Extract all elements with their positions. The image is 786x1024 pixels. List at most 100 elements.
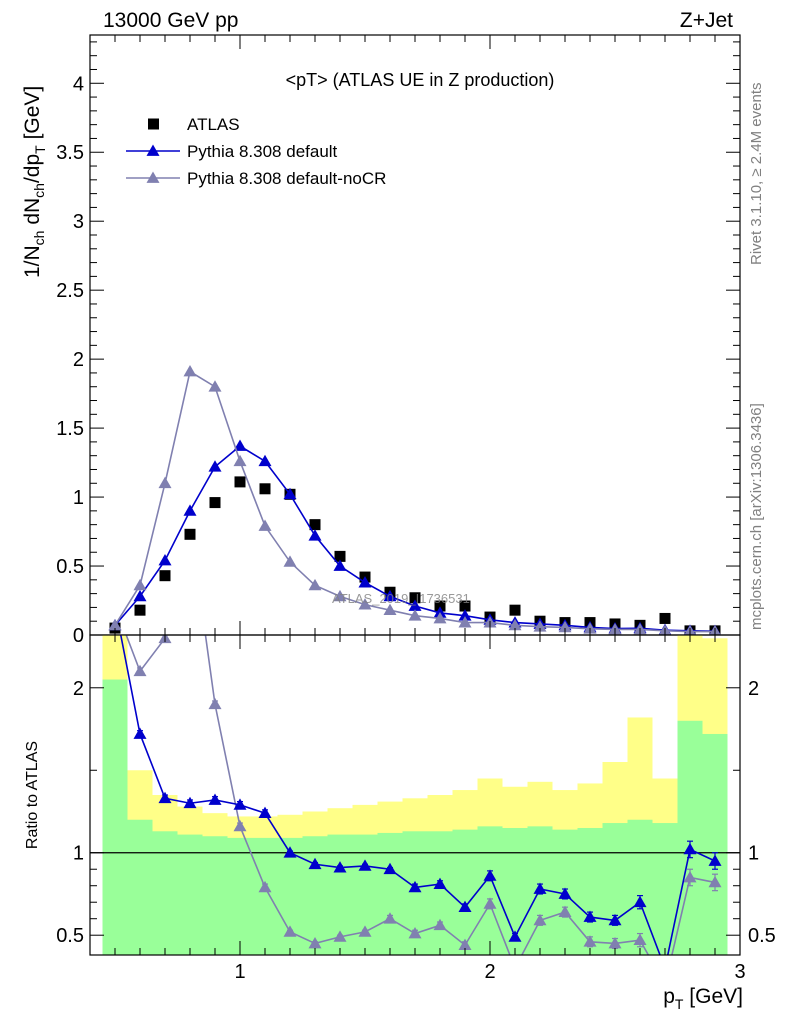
y-axis-label-bottom: Ratio to ATLAS — [24, 741, 41, 849]
data-point-atlas — [509, 604, 521, 616]
ratio-point — [583, 935, 597, 947]
data-point-mc — [108, 618, 122, 631]
data-point-mc — [233, 439, 247, 451]
data-point-atlas — [309, 519, 321, 531]
data-point-atlas — [234, 476, 246, 488]
uncertainty-band-bin — [177, 834, 203, 955]
ratio-point — [683, 842, 697, 855]
data-point-mc — [133, 589, 147, 602]
ratio-point — [458, 900, 472, 913]
ratio-point — [333, 861, 347, 873]
y-tick-label: 3 — [73, 211, 84, 233]
ratio-point — [233, 819, 247, 832]
top-series — [108, 365, 721, 635]
ratio-point — [133, 727, 147, 739]
data-point-atlas — [159, 570, 171, 582]
data-point-mc — [533, 620, 547, 632]
uncertainty-band-bin — [377, 832, 403, 955]
ratio-y-tick-label-right: 0.5 — [748, 925, 776, 947]
ratio-point — [109, 599, 122, 610]
data-point-mc — [308, 578, 322, 591]
ratio-point — [483, 897, 497, 909]
data-point-mc — [308, 529, 322, 541]
ratio-point — [533, 882, 547, 894]
side-label-top: Rivet 3.1.10, ≥ 2.4M events — [748, 83, 765, 266]
legend-label: Pythia 8.308 default-noCR — [187, 169, 386, 188]
data-point-mc — [283, 555, 297, 567]
ratio-y-tick-label: 2 — [73, 678, 84, 700]
data-point-mc — [408, 609, 422, 621]
uncertainty-band-bin — [577, 827, 603, 955]
ratio-point — [333, 930, 347, 942]
uncertainty-band-bin — [227, 837, 253, 955]
ratio-point — [558, 905, 572, 917]
top-panel: 0 0.5 1 1.5 2 2.5 3 3.5 4 — [56, 34, 741, 647]
data-point-mc — [208, 460, 222, 472]
ratio-point — [158, 791, 172, 804]
y-axis-label-top: 1/Nch dNch/dpT [GeV] — [21, 86, 48, 278]
data-point-mc — [383, 589, 397, 602]
data-point-mc — [383, 603, 397, 616]
uncertainty-band-bin — [202, 836, 228, 955]
ratio-point — [483, 869, 497, 881]
uncertainty-band-bin — [302, 836, 328, 955]
legend-marker-atlas — [148, 118, 159, 130]
uncertainty-band-bin — [127, 819, 153, 955]
uncertainty-band-bin — [627, 819, 653, 955]
data-point-atlas — [459, 600, 471, 612]
ratio-point — [608, 913, 622, 926]
ratio-point — [208, 697, 222, 710]
data-point-atlas — [409, 592, 421, 604]
data-point-mc — [183, 504, 197, 516]
ratio-point — [184, 516, 197, 527]
ratio-point — [383, 862, 397, 875]
ratio-point — [308, 936, 322, 949]
chart-title: <pT> (ATLAS UE in Z production) — [286, 70, 555, 90]
data-point-mc — [233, 454, 247, 467]
y-tick-label: 4 — [73, 73, 84, 95]
ratio-point — [283, 925, 297, 937]
header-left: 13000 GeV pp — [103, 9, 238, 32]
data-point-atlas — [434, 600, 446, 612]
y-tick-label: 0 — [73, 625, 84, 647]
data-point-mc — [433, 611, 447, 624]
ratio-point — [508, 930, 522, 942]
uncertainty-band-bin — [452, 829, 478, 955]
data-point-mc — [258, 519, 272, 531]
uncertainty-band-bin — [652, 823, 678, 955]
y-tick-label: 0.5 — [56, 556, 84, 578]
x-tick-label: 1 — [234, 961, 245, 983]
ratio-panel: 1 2 30.5 0.51 12 2 — [56, 516, 776, 983]
legend-label: Pythia 8.308 default — [187, 142, 338, 161]
side-label-bottom: mcplots.cern.ch [arXiv:1306.3436] — [748, 403, 765, 630]
ratio-point — [558, 887, 572, 899]
legend-marker — [146, 144, 160, 156]
uncertainty-band-bin — [427, 831, 453, 955]
uncertainty-band-bin — [602, 823, 628, 955]
data-point-mc — [158, 554, 172, 566]
legend: ATLAS Pythia 8.308 default Pythia 8.308 de… — [126, 115, 386, 188]
data-point-mc — [258, 454, 272, 467]
data-point-mc — [458, 616, 472, 628]
ratio-point — [358, 859, 372, 871]
ratio-y-tick-label: 0.5 — [56, 925, 84, 947]
data-point-mc — [208, 380, 222, 392]
ratio-point — [608, 936, 622, 949]
data-point-mc — [358, 576, 372, 588]
data-point-mc — [508, 618, 522, 631]
ratio-point — [233, 798, 247, 810]
ratio-point — [133, 664, 147, 677]
ratio-point — [633, 933, 647, 946]
ratio-point — [109, 599, 122, 610]
data-point-mc — [333, 589, 347, 602]
data-point-mc — [583, 622, 597, 634]
data-point-mc — [358, 598, 372, 610]
uncertainty-band-bin — [677, 720, 703, 955]
uncertainty-band-bin — [252, 837, 278, 955]
x-tick-label: 2 — [484, 961, 495, 983]
y-tick-label: 1.5 — [56, 418, 84, 440]
data-point-mc — [183, 365, 197, 377]
data-point-mc — [283, 487, 297, 500]
ratio-point — [408, 880, 422, 893]
